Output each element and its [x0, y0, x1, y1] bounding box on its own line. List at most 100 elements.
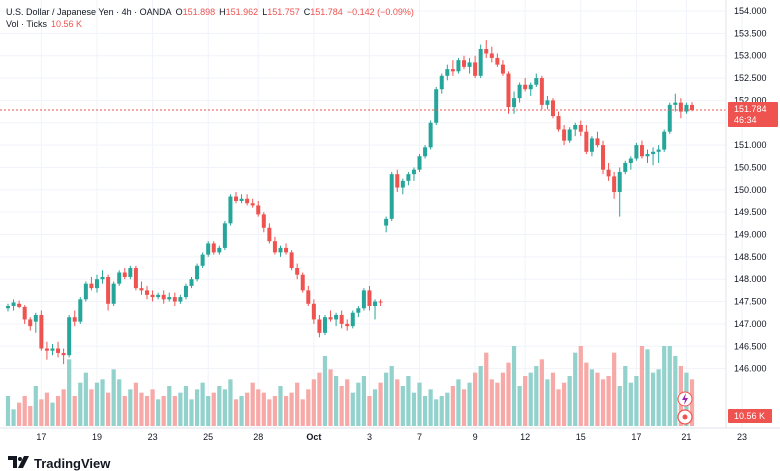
- candle: [89, 276, 94, 291]
- volume-bar: [528, 372, 533, 426]
- candle: [473, 55, 478, 79]
- record-dot-icon[interactable]: [677, 409, 693, 425]
- volume-bar: [617, 386, 622, 426]
- candle: [545, 95, 550, 110]
- instrument-title[interactable]: U.S. Dollar / Japanese Yen · 4h · OANDA: [6, 7, 172, 17]
- volume-bar: [650, 372, 656, 426]
- open-label: O: [175, 7, 183, 17]
- volume-bar: [478, 366, 483, 426]
- candle: [72, 310, 77, 327]
- candle: [350, 310, 355, 329]
- candle: [94, 274, 99, 293]
- candle: [317, 314, 322, 338]
- tradingview-brand[interactable]: TradingView: [8, 456, 110, 471]
- candle: [50, 344, 55, 356]
- volume-bar: [67, 359, 72, 426]
- volume-bar: [89, 389, 94, 426]
- candle: [500, 60, 505, 76]
- volume-bar: [567, 376, 572, 426]
- time-axis: 17 19 23 25 28 Oct 3 7 9 12 15 17 21 23: [36, 432, 747, 442]
- volume-bar: [606, 376, 611, 426]
- price-tick-label: 150.000: [734, 185, 767, 195]
- candle: [556, 111, 561, 132]
- volume-bar: [434, 399, 439, 426]
- volume-bar: [161, 396, 166, 426]
- candle: [361, 288, 366, 311]
- volume-bar: [139, 392, 144, 426]
- time-tick-label: 19: [92, 432, 102, 442]
- candle: [306, 285, 311, 307]
- candle: [523, 78, 528, 92]
- candle: [300, 272, 305, 293]
- volume-bar: [556, 389, 561, 426]
- svg-text:10.56 K: 10.56 K: [734, 411, 765, 421]
- volume-row: Vol · Ticks 10.56 K: [6, 18, 414, 30]
- volume-bar: [673, 356, 678, 426]
- candle: [328, 310, 333, 322]
- volume-bar: [389, 366, 394, 426]
- candlestick-series: [5, 40, 695, 365]
- candle: [478, 44, 483, 79]
- time-tick-label: 25: [203, 432, 213, 442]
- volume-bar: [500, 372, 506, 426]
- volume-bar: [428, 389, 433, 426]
- volume-bar: [628, 382, 633, 426]
- svg-text:151.784: 151.784: [734, 104, 767, 114]
- candle: [617, 167, 622, 217]
- volume-bar: [445, 392, 450, 426]
- candle: [222, 221, 227, 251]
- candle: [150, 290, 155, 302]
- volume-bar: [550, 372, 556, 426]
- candle: [167, 292, 172, 302]
- volume-bar: [506, 362, 511, 426]
- volume-bar: [639, 346, 645, 426]
- candle: [589, 136, 594, 157]
- volume-bar: [461, 389, 467, 426]
- candle: [322, 314, 327, 336]
- volume-bar: [61, 389, 66, 426]
- brand-name: TradingView: [34, 456, 111, 471]
- volume-bar: [350, 392, 355, 426]
- volume-bar: [194, 389, 200, 426]
- volume-bar: [200, 382, 205, 426]
- price-tick-label: 152.000: [734, 95, 767, 105]
- candle: [578, 120, 583, 137]
- price-tick-label: 146.000: [734, 364, 767, 374]
- candle: [345, 319, 350, 331]
- volume-bar: [306, 389, 311, 426]
- candle: [434, 86, 439, 125]
- candle: [189, 276, 194, 289]
- volume-bar: [206, 396, 211, 426]
- volume-bar: [473, 372, 478, 426]
- candle: [662, 129, 667, 152]
- time-tick-label: 23: [148, 432, 158, 442]
- volume-bar: [561, 382, 567, 426]
- volume-bar: [39, 399, 44, 426]
- candle: [334, 312, 339, 327]
- volume-bar: [55, 396, 61, 426]
- candle: [22, 305, 27, 324]
- volume-bar: [400, 386, 405, 426]
- volume-bar: [328, 369, 333, 426]
- candle: [261, 212, 266, 233]
- volume-bar: [94, 382, 100, 426]
- candle: [133, 265, 138, 291]
- candle: [628, 156, 633, 170]
- volume-label[interactable]: Vol · Ticks: [6, 19, 48, 29]
- candle: [311, 299, 316, 324]
- low-value: 151.757: [267, 7, 300, 17]
- chart-grid: [0, 0, 743, 428]
- candle: [378, 299, 383, 307]
- candle: [539, 75, 544, 110]
- volume-bar: [311, 379, 316, 426]
- candle: [517, 82, 522, 103]
- candle: [601, 140, 606, 175]
- candle: [678, 98, 683, 119]
- volume-bars: [5, 346, 695, 426]
- alert-lightning-icon[interactable]: [677, 391, 693, 407]
- volume-bar: [183, 386, 189, 426]
- volume-bar: [600, 379, 606, 426]
- volume-bar: [222, 389, 227, 426]
